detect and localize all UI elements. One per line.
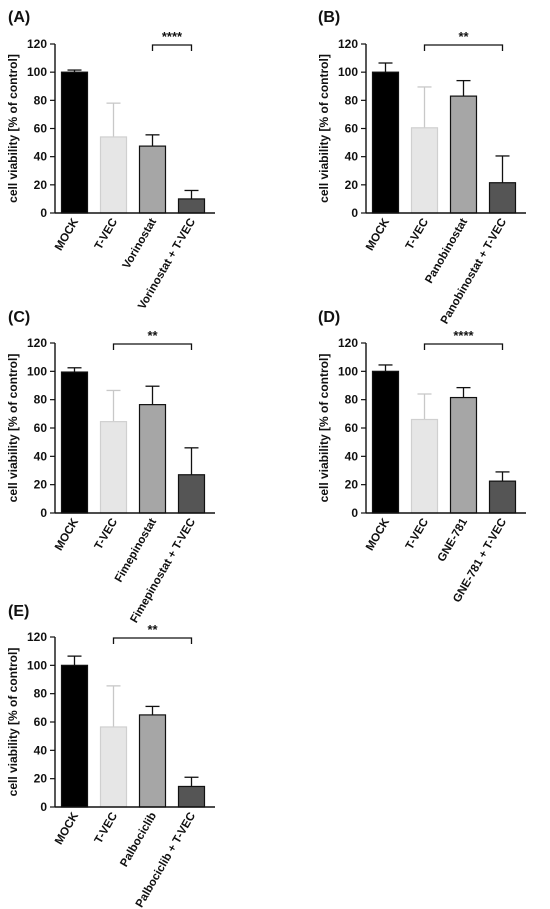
y-tick-label: 80 [34, 393, 48, 407]
y-tick-label: 80 [345, 93, 359, 107]
panel-label: (A) [8, 9, 30, 26]
y-tick-label: 20 [34, 178, 48, 192]
y-tick-label: 20 [34, 478, 48, 492]
y-axis-label: cell viability [% of control] [317, 354, 331, 503]
panel-label: (D) [318, 309, 340, 326]
y-tick-label: 100 [27, 65, 47, 79]
bar [60, 664, 89, 808]
y-axis-label: cell viability [% of control] [6, 648, 20, 797]
significance-bracket [112, 343, 193, 350]
y-tick-label: 100 [338, 364, 358, 378]
y-tick-label: 120 [338, 37, 358, 51]
bar [177, 474, 206, 514]
y-tick-label: 60 [34, 122, 48, 136]
y-tick-label: 80 [345, 393, 359, 407]
bar [99, 421, 128, 514]
x-tick-label: T-VEC [404, 217, 431, 252]
significance-label: **** [162, 29, 183, 44]
y-tick-label: 100 [338, 65, 358, 79]
significance-label: **** [453, 328, 474, 343]
bar [488, 480, 517, 514]
significance-bracket [112, 637, 193, 644]
x-tick-label: MOCK [53, 810, 81, 847]
bar [99, 136, 128, 214]
bar [177, 198, 206, 214]
panel-label: (E) [8, 603, 29, 620]
x-tick-label: Panobinostat [423, 216, 470, 285]
bar [60, 371, 89, 514]
bar [60, 71, 89, 214]
y-tick-label: 20 [345, 478, 359, 492]
y-tick-label: 0 [351, 506, 358, 520]
chart-panel-b: (B) cell viability [% of control] 0 20 40 60 8… [317, 9, 526, 326]
bar [449, 396, 478, 514]
y-tick-label: 20 [345, 178, 359, 192]
bar [371, 370, 400, 514]
y-tick-label: 60 [34, 715, 48, 729]
chart-panel-a: (A) cell viability [% of control] 0 20 40 60 8… [6, 9, 215, 312]
x-tick-label: Vorinostat [121, 216, 159, 271]
x-tick-label: MOCK [364, 216, 392, 253]
significance-bracket [151, 44, 193, 51]
y-tick-label: 120 [27, 37, 47, 51]
x-tick-label: Fimepinostat [113, 516, 159, 584]
bar [488, 182, 517, 214]
bar [138, 714, 167, 808]
y-axis-label: cell viability [% of control] [6, 354, 20, 503]
significance-label: ** [147, 622, 158, 637]
x-tick-label: MOCK [364, 516, 392, 553]
bar [99, 726, 128, 808]
y-tick-label: 40 [34, 150, 48, 164]
x-tick-label: MOCK [53, 216, 81, 253]
y-tick-label: 80 [34, 687, 48, 701]
y-tick-label: 40 [345, 449, 359, 463]
x-tick-label: T-VEC [404, 517, 431, 552]
y-tick-label: 120 [27, 336, 47, 350]
chart-panel-e: (E) cell viability [% of control] 0 20 40 60 8… [6, 603, 215, 909]
significance-label: ** [458, 29, 469, 44]
panel-label: (C) [8, 309, 30, 326]
significance-label: ** [147, 328, 158, 343]
x-tick-label: T-VEC [93, 811, 120, 846]
x-tick-label: MOCK [53, 516, 81, 553]
y-tick-label: 0 [40, 800, 47, 814]
y-tick-label: 100 [27, 658, 47, 672]
bar [410, 127, 439, 214]
x-tick-label: Palbociclib [118, 811, 159, 870]
y-tick-label: 20 [34, 772, 48, 786]
y-tick-label: 60 [345, 122, 359, 136]
y-tick-label: 60 [34, 421, 48, 435]
x-tick-label: GNE-781 [436, 516, 471, 564]
significance-bracket [423, 343, 504, 350]
y-tick-label: 100 [27, 364, 47, 378]
bar [138, 145, 167, 214]
y-tick-label: 0 [351, 206, 358, 220]
significance-bracket [423, 44, 504, 51]
y-tick-label: 120 [338, 336, 358, 350]
y-tick-label: 0 [40, 206, 47, 220]
bar [138, 404, 167, 514]
y-tick-label: 60 [345, 421, 359, 435]
bar [177, 785, 206, 808]
x-tick-label: T-VEC [93, 517, 120, 552]
panel-label: (B) [318, 9, 340, 26]
bar [371, 71, 400, 214]
y-tick-label: 40 [34, 449, 48, 463]
y-tick-label: 0 [40, 506, 47, 520]
y-tick-label: 40 [34, 743, 48, 757]
y-tick-label: 40 [345, 150, 359, 164]
y-tick-label: 80 [34, 93, 48, 107]
y-tick-label: 120 [27, 630, 47, 644]
x-tick-label: T-VEC [93, 217, 120, 252]
chart-panel-c: (C) cell viability [% of control] 0 20 40 60 8… [6, 309, 215, 625]
bar [449, 95, 478, 214]
chart-panel-d: (D) cell viability [% of control] 0 20 40 60 8… [317, 309, 526, 605]
y-axis-label: cell viability [% of control] [6, 54, 20, 203]
bar [410, 418, 439, 514]
y-axis-label: cell viability [% of control] [317, 54, 331, 203]
